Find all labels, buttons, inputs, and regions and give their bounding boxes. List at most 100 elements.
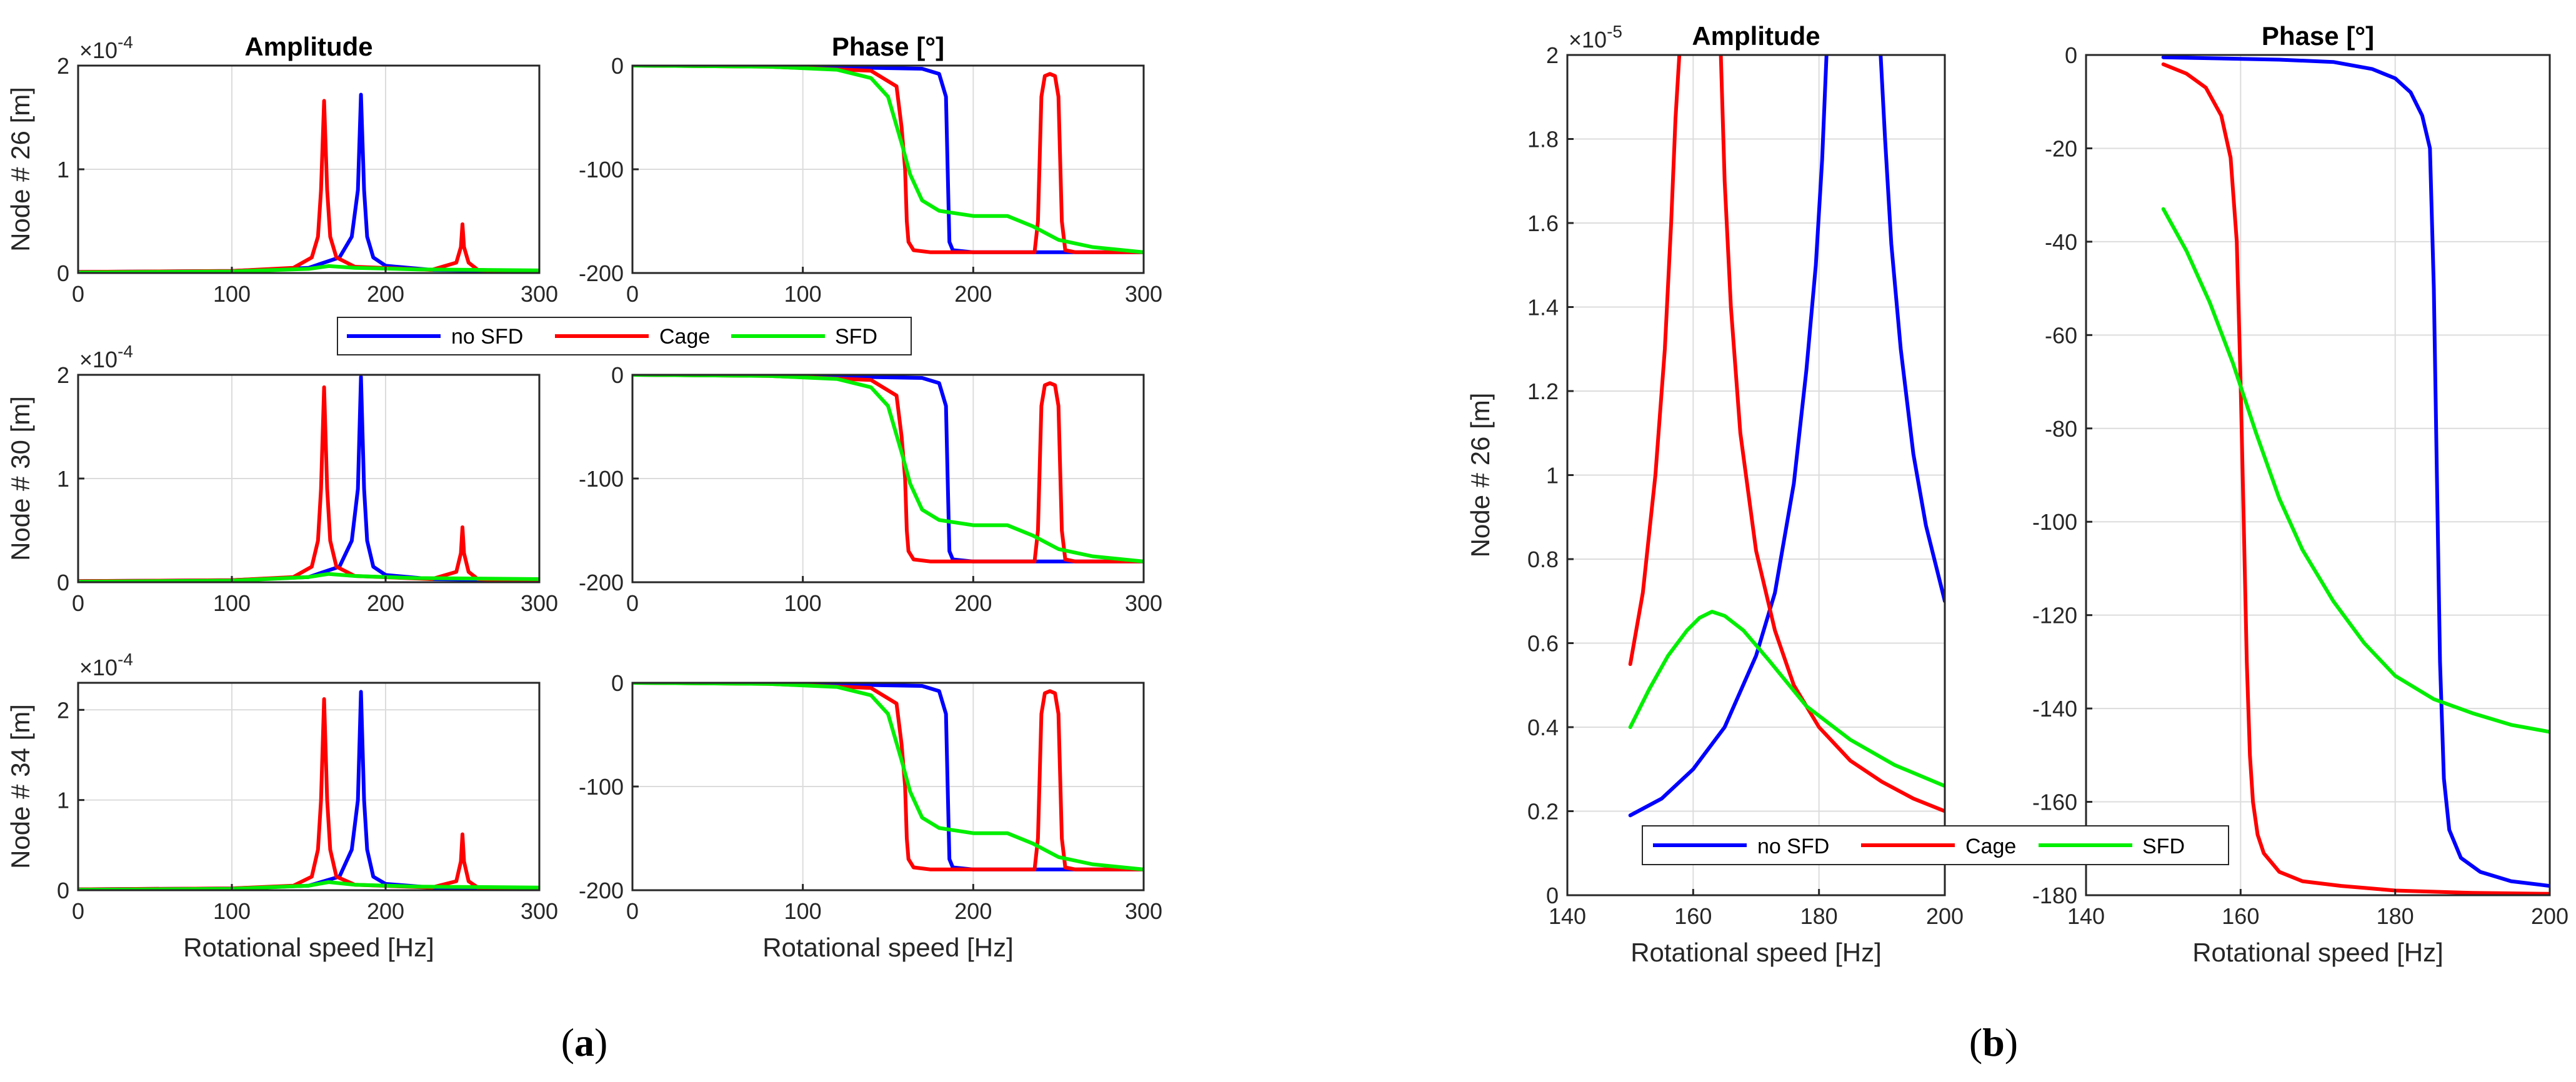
legend-a-label-no-sfd: no SFD — [451, 325, 523, 349]
series-line-sfd — [632, 66, 1144, 254]
chart-6: 0 100 200 300 0 -100 -200 Rotational speed [Hz] — [579, 670, 1162, 962]
legend-a-label-cage: Cage — [659, 325, 710, 349]
x-tick-label: 200 — [367, 898, 404, 924]
x-tick-label: 300 — [1125, 281, 1162, 307]
x-tick-label: 200 — [954, 590, 992, 616]
y-tick-label: 2 — [1546, 42, 1559, 68]
caption-b: (b) — [1969, 1020, 2018, 1065]
y-exponent-power: -4 — [117, 32, 133, 52]
x-tick-label: 300 — [521, 590, 558, 616]
series-line-sfd — [1628, 610, 1945, 788]
caption-b-letter: b — [1982, 1020, 2005, 1065]
y-tick-label: 0.2 — [1527, 799, 1559, 825]
x-tick-label: 0 — [72, 898, 84, 924]
chart-8: 140 160 180 200 0 -20 -40 -60 -80 -100 -120 -140 -16… — [2032, 21, 2569, 967]
chart-title: Phase [°] — [832, 32, 944, 61]
x-axis-label: Rotational speed [Hz] — [762, 933, 1014, 962]
legend-b-label-cage: Cage — [1965, 835, 2016, 858]
y-tick-label: 1.8 — [1527, 127, 1559, 152]
x-tick-label: 200 — [954, 898, 992, 924]
series-line-cage — [632, 683, 1144, 871]
y-tick-label: -60 — [2045, 322, 2077, 348]
y-tick-label: -100 — [579, 466, 624, 492]
x-tick-label: 100 — [213, 898, 251, 924]
y-tick-label: 0 — [57, 570, 69, 595]
x-tick-label: 100 — [213, 281, 251, 307]
x-tick-label: 200 — [1926, 903, 1964, 929]
y-tick-label: -100 — [2032, 509, 2077, 535]
x-tick-label: 0 — [72, 281, 84, 307]
x-tick-label: 0 — [626, 281, 639, 307]
caption-a-letter: a — [574, 1020, 594, 1065]
y-tick-label: 2 — [57, 362, 69, 388]
y-tick-label: -100 — [579, 157, 624, 182]
caption-a-open: ( — [561, 1020, 574, 1065]
y-tick-label: 2 — [57, 53, 69, 79]
y-tick-label: 1 — [57, 157, 69, 182]
chart-title: Amplitude — [1692, 21, 1820, 51]
x-tick-label: 0 — [626, 898, 639, 924]
axes-box — [2085, 54, 2551, 896]
chart-title: Phase [°] — [2262, 21, 2374, 51]
legend-a: no SFD Cage SFD — [337, 317, 912, 355]
x-tick-label: 200 — [954, 281, 992, 307]
x-tick-label: 180 — [2377, 903, 2414, 929]
y-tick-label: 1 — [1546, 463, 1559, 489]
x-tick-label: 200 — [2531, 903, 2569, 929]
y-tick-label: -40 — [2045, 229, 2077, 255]
series-line-no-sfd — [1879, 55, 1945, 603]
x-tick-label: 100 — [784, 281, 822, 307]
y-tick-label: 0 — [2065, 42, 2077, 68]
y-tick-label: 0 — [1546, 883, 1559, 908]
x-tick-label: 160 — [1674, 903, 1712, 929]
axes-box — [77, 682, 541, 891]
series-line-cage — [2161, 62, 2550, 895]
x-axis-label: Rotational speed [Hz] — [2192, 938, 2444, 967]
x-tick-label: 200 — [367, 590, 404, 616]
y-tick-label: 0.8 — [1527, 547, 1559, 572]
legend-b-label-no-sfd: no SFD — [1757, 835, 1829, 858]
x-tick-label: 100 — [213, 590, 251, 616]
x-tick-label: 160 — [2222, 903, 2259, 929]
x-tick-label: 100 — [784, 898, 822, 924]
y-axis-label: Node # 26 [m] — [1465, 393, 1495, 558]
y-exponent-power: -4 — [117, 342, 133, 361]
x-tick-label: 300 — [1125, 590, 1162, 616]
y-tick-label: -200 — [579, 570, 624, 595]
y-axis-label: Node # 30 [m] — [6, 396, 35, 561]
y-tick-label: -140 — [2032, 696, 2077, 722]
x-tick-label: 140 — [1549, 903, 1586, 929]
x-tick-label: 180 — [1800, 903, 1838, 929]
y-tick-label: -100 — [579, 774, 624, 800]
caption-b-close: ) — [2005, 1020, 2018, 1065]
x-tick-label: 0 — [626, 590, 639, 616]
y-tick-label: -120 — [2032, 603, 2077, 628]
y-tick-label: -80 — [2045, 416, 2077, 442]
legend-b-label-sfd: SFD — [2142, 835, 2185, 858]
y-tick-label: 1 — [57, 466, 69, 492]
series-line-cage — [78, 99, 539, 273]
y-tick-label: 0.6 — [1527, 631, 1559, 657]
y-tick-label: 0 — [611, 670, 624, 696]
y-tick-label: -180 — [2032, 883, 2077, 908]
caption-b-open: ( — [1969, 1020, 1982, 1065]
x-tick-label: 200 — [367, 281, 404, 307]
y-tick-label: 1.4 — [1527, 295, 1559, 320]
legend-a-label-sfd: SFD — [835, 325, 877, 349]
y-tick-label: 0 — [611, 53, 624, 79]
x-axis-label: Rotational speed [Hz] — [1630, 938, 1882, 967]
legend-b: no SFD Cage SFD — [1642, 825, 2229, 865]
series-line-sfd — [2161, 207, 2550, 734]
y-tick-label: 0.4 — [1527, 715, 1559, 740]
y-tick-label: 1.2 — [1527, 379, 1559, 404]
x-tick-label: 300 — [521, 281, 558, 307]
series-line-sfd — [632, 375, 1144, 563]
x-axis-label: Rotational speed [Hz] — [183, 933, 434, 962]
y-tick-label: -200 — [579, 261, 624, 286]
chart-4: 0 100 200 300 0 -100 -200 — [579, 362, 1162, 616]
